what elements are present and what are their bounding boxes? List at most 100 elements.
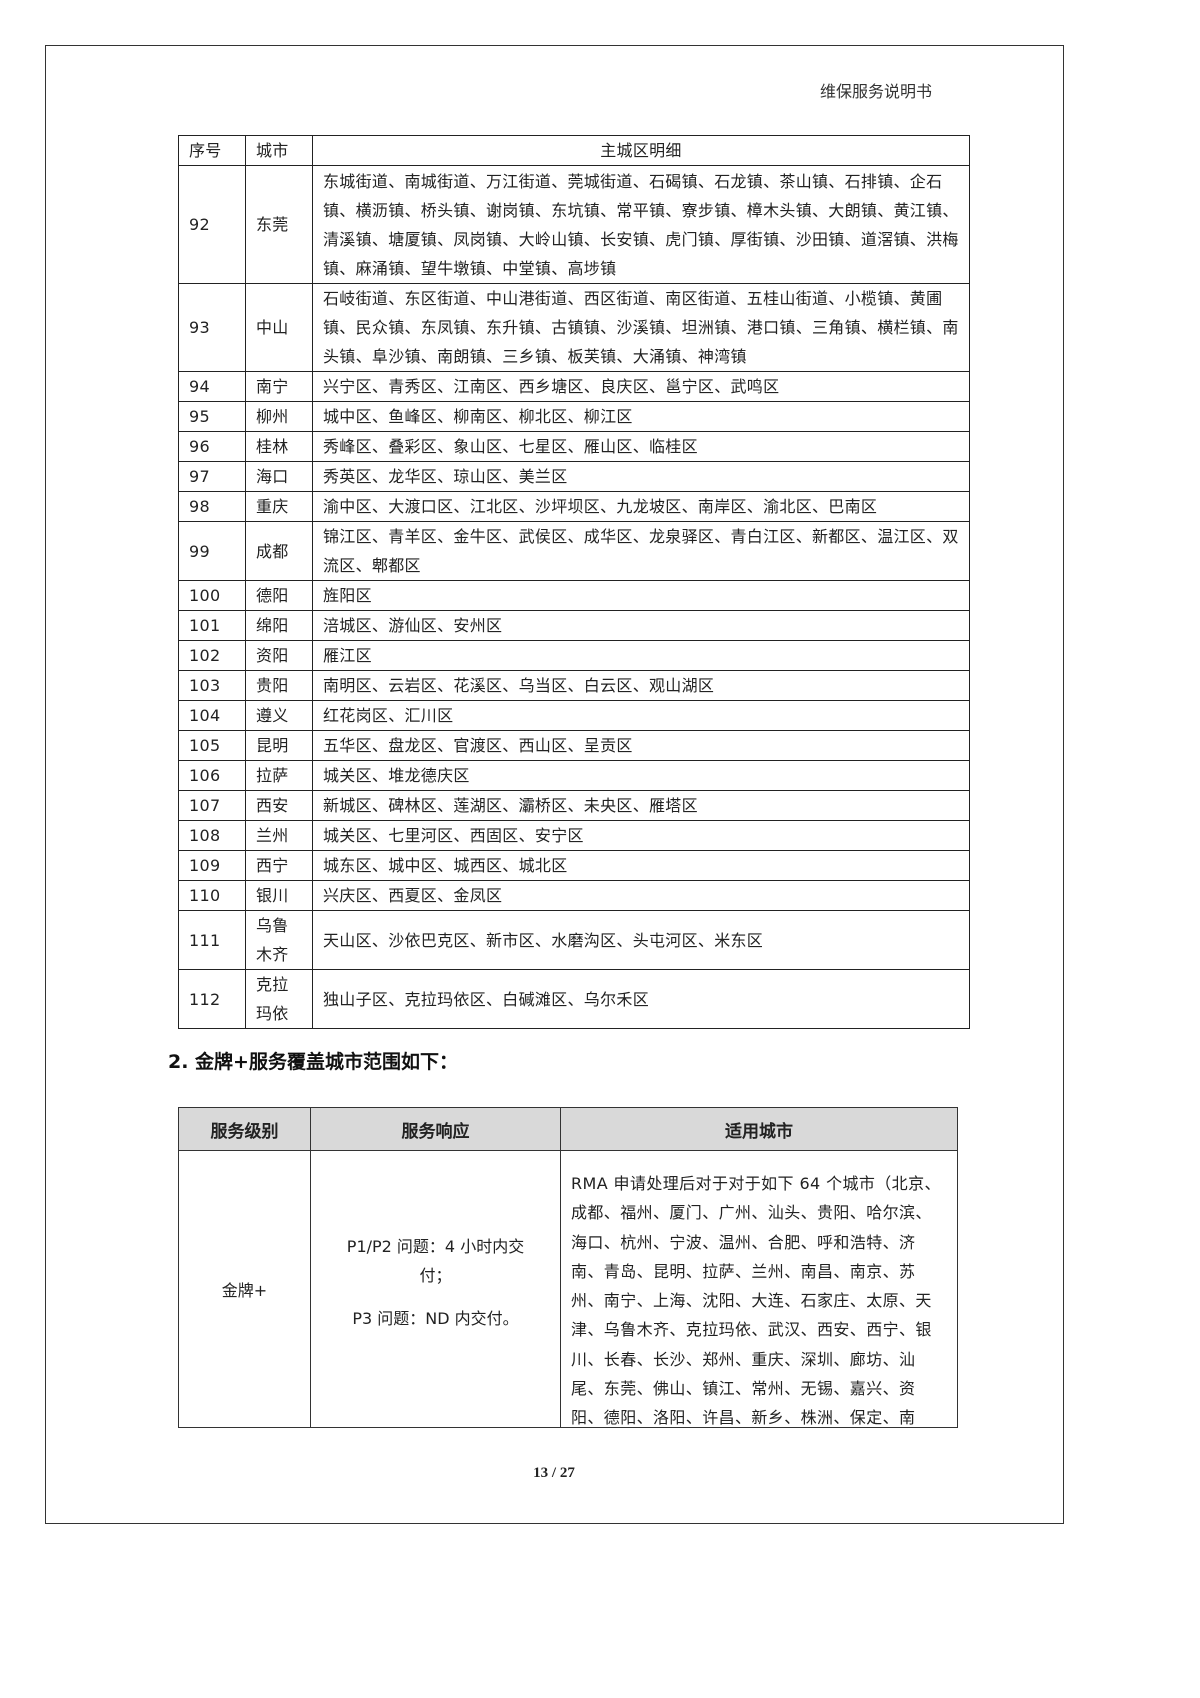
district-details: 东城街道、南城街道、万江街道、莞城街道、石碣镇、石龙镇、茶山镇、石排镇、企石镇、… bbox=[312, 165, 970, 284]
district-details: 兴庆区、西夏区、金凤区 bbox=[312, 880, 970, 911]
response-p3: P3 问题：ND 内交付。 bbox=[352, 1308, 519, 1328]
district-details: 南明区、云岩区、花溪区、乌当区、白云区、观山湖区 bbox=[312, 670, 970, 701]
column-header: 服务级别 bbox=[178, 1107, 311, 1151]
service-level: 金牌+ bbox=[178, 1150, 311, 1428]
row-number: 97 bbox=[178, 461, 246, 492]
row-number: 110 bbox=[178, 880, 246, 911]
city-name: 资阳 bbox=[245, 640, 313, 671]
table-row: 96 桂林 秀峰区、叠彩区、象山区、七星区、雁山区、临桂区 bbox=[178, 431, 970, 462]
city-name: 拉萨 bbox=[245, 760, 313, 791]
row-number: 111 bbox=[178, 910, 246, 970]
row-number: 107 bbox=[178, 790, 246, 821]
table-row: 99 成都 锦江区、青羊区、金牛区、武侯区、成华区、龙泉驿区、青白江区、新都区、温江… bbox=[178, 521, 970, 581]
table-row: 金牌+ P1/P2 问题：4 小时内交付； P3 问题：ND 内交付。 RMA … bbox=[178, 1150, 958, 1428]
city-name: 东莞 bbox=[245, 165, 313, 284]
district-details: 旌阳区 bbox=[312, 580, 970, 611]
district-details: 红花岗区、汇川区 bbox=[312, 700, 970, 731]
row-number: 98 bbox=[178, 491, 246, 522]
district-details: 独山子区、克拉玛依区、白碱滩区、乌尔禾区 bbox=[312, 969, 970, 1029]
table-row: 100 德阳 旌阳区 bbox=[178, 580, 970, 611]
city-name: 西宁 bbox=[245, 850, 313, 881]
table-row: 112 克拉玛依 独山子区、克拉玛依区、白碱滩区、乌尔禾区 bbox=[178, 969, 970, 1029]
row-number: 101 bbox=[178, 610, 246, 641]
table-row: 93 中山 石岐街道、东区街道、中山港街道、西区街道、南区街道、五桂山街道、小榄镇、… bbox=[178, 283, 970, 372]
district-details: 城东区、城中区、城西区、城北区 bbox=[312, 850, 970, 881]
city-name: 贵阳 bbox=[245, 670, 313, 701]
column-header: 序号 bbox=[178, 135, 246, 166]
row-number: 103 bbox=[178, 670, 246, 701]
row-number: 104 bbox=[178, 700, 246, 731]
district-details: 兴宁区、青秀区、江南区、西乡塘区、良庆区、邕宁区、武鸣区 bbox=[312, 371, 970, 402]
city-name: 西安 bbox=[245, 790, 313, 821]
city-name: 成都 bbox=[245, 521, 313, 581]
city-name: 银川 bbox=[245, 880, 313, 911]
applicable-cities: RMA 申请处理后对于对于如下 64 个城市（北京、成都、福州、厦门、广州、汕头… bbox=[560, 1150, 958, 1428]
district-details: 天山区、沙依巴克区、新市区、水磨沟区、头屯河区、米东区 bbox=[312, 910, 970, 970]
main-district-table: 序号 城市 主城区明细 92 东莞 东城街道、南城街道、万江街道、莞城街道、石碣镇、… bbox=[178, 135, 970, 1029]
row-number: 106 bbox=[178, 760, 246, 791]
table-row: 105 昆明 五华区、盘龙区、官渡区、西山区、呈贡区 bbox=[178, 730, 970, 761]
row-number: 95 bbox=[178, 401, 246, 432]
district-details: 秀英区、龙华区、琼山区、美兰区 bbox=[312, 461, 970, 492]
gold-plus-service-table: 服务级别 服务响应 适用城市 金牌+ P1/P2 问题：4 小时内交付； P3 … bbox=[178, 1107, 958, 1428]
city-name: 绵阳 bbox=[245, 610, 313, 641]
row-number: 93 bbox=[178, 283, 246, 372]
cities-text: RMA 申请处理后对于对于如下 64 个城市（北京、成都、福州、厦门、广州、汕头… bbox=[571, 1174, 941, 1427]
city-name: 桂林 bbox=[245, 431, 313, 462]
district-details: 涪城区、游仙区、安州区 bbox=[312, 610, 970, 641]
table-row: 110 银川 兴庆区、西夏区、金凤区 bbox=[178, 880, 970, 911]
district-details: 城关区、堆龙德庆区 bbox=[312, 760, 970, 791]
table-row: 106 拉萨 城关区、堆龙德庆区 bbox=[178, 760, 970, 791]
district-details: 渝中区、大渡口区、江北区、沙坪坝区、九龙坡区、南岸区、渝北区、巴南区 bbox=[312, 491, 970, 522]
row-number: 109 bbox=[178, 850, 246, 881]
city-name: 克拉玛依 bbox=[245, 969, 313, 1029]
page-border bbox=[45, 45, 1064, 1524]
table-row: 92 东莞 东城街道、南城街道、万江街道、莞城街道、石碣镇、石龙镇、茶山镇、石排镇、… bbox=[178, 165, 970, 284]
row-number: 94 bbox=[178, 371, 246, 402]
city-name: 重庆 bbox=[245, 491, 313, 522]
district-details: 锦江区、青羊区、金牛区、武侯区、成华区、龙泉驿区、青白江区、新都区、温江区、双流… bbox=[312, 521, 970, 581]
city-name: 南宁 bbox=[245, 371, 313, 402]
table-row: 98 重庆 渝中区、大渡口区、江北区、沙坪坝区、九龙坡区、南岸区、渝北区、巴南区 bbox=[178, 491, 970, 522]
table-row: 97 海口 秀英区、龙华区、琼山区、美兰区 bbox=[178, 461, 970, 492]
row-number: 112 bbox=[178, 969, 246, 1029]
city-name: 昆明 bbox=[245, 730, 313, 761]
row-number: 105 bbox=[178, 730, 246, 761]
page-separator: / bbox=[551, 1465, 557, 1481]
column-header: 主城区明细 bbox=[312, 135, 970, 166]
table-row: 95 柳州 城中区、鱼峰区、柳南区、柳北区、柳江区 bbox=[178, 401, 970, 432]
current-page: 13 bbox=[533, 1465, 549, 1481]
column-header: 服务响应 bbox=[310, 1107, 561, 1151]
table-row: 103 贵阳 南明区、云岩区、花溪区、乌当区、白云区、观山湖区 bbox=[178, 670, 970, 701]
table-row: 104 遵义 红花岗区、汇川区 bbox=[178, 700, 970, 731]
table-row: 102 资阳 雁江区 bbox=[178, 640, 970, 671]
city-name: 乌鲁木齐 bbox=[245, 910, 313, 970]
row-number: 96 bbox=[178, 431, 246, 462]
document-header-title: 维保服务说明书 bbox=[820, 82, 933, 101]
row-number: 92 bbox=[178, 165, 246, 284]
city-name: 遵义 bbox=[245, 700, 313, 731]
city-name: 德阳 bbox=[245, 580, 313, 611]
table-row: 107 西安 新城区、碑林区、莲湖区、灞桥区、未央区、雁塔区 bbox=[178, 790, 970, 821]
city-name: 海口 bbox=[245, 461, 313, 492]
column-header: 适用城市 bbox=[560, 1107, 958, 1151]
table-row: 108 兰州 城关区、七里河区、西固区、安宁区 bbox=[178, 820, 970, 851]
page-number: 13 / 27 bbox=[0, 1465, 1108, 1482]
table-row: 94 南宁 兴宁区、青秀区、江南区、西乡塘区、良庆区、邕宁区、武鸣区 bbox=[178, 371, 970, 402]
district-details: 石岐街道、东区街道、中山港街道、西区街道、南区街道、五桂山街道、小榄镇、黄圃镇、… bbox=[312, 283, 970, 372]
district-details: 秀峰区、叠彩区、象山区、七星区、雁山区、临桂区 bbox=[312, 431, 970, 462]
service-response: P1/P2 问题：4 小时内交付； P3 问题：ND 内交付。 bbox=[310, 1150, 561, 1428]
district-details: 雁江区 bbox=[312, 640, 970, 671]
section-heading: 2. 金牌+服务覆盖城市范围如下： bbox=[168, 1051, 458, 1073]
table-header-row: 服务级别 服务响应 适用城市 bbox=[178, 1107, 958, 1151]
city-name: 柳州 bbox=[245, 401, 313, 432]
district-details: 新城区、碑林区、莲湖区、灞桥区、未央区、雁塔区 bbox=[312, 790, 970, 821]
response-p1p2: P1/P2 问题：4 小时内交付； bbox=[346, 1236, 525, 1285]
row-number: 100 bbox=[178, 580, 246, 611]
district-details: 城关区、七里河区、西固区、安宁区 bbox=[312, 820, 970, 851]
district-details: 五华区、盘龙区、官渡区、西山区、呈贡区 bbox=[312, 730, 970, 761]
row-number: 102 bbox=[178, 640, 246, 671]
table-row: 101 绵阳 涪城区、游仙区、安州区 bbox=[178, 610, 970, 641]
column-header: 城市 bbox=[245, 135, 313, 166]
total-pages: 27 bbox=[559, 1465, 575, 1481]
